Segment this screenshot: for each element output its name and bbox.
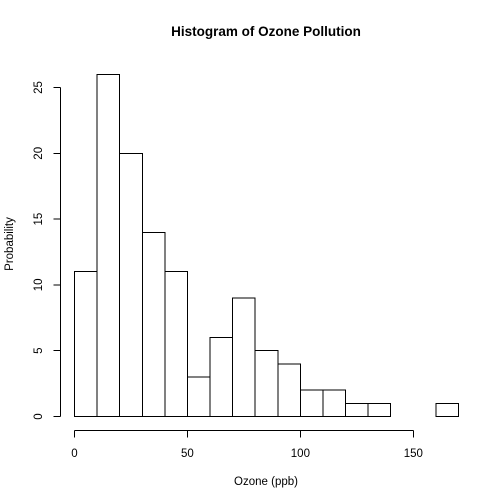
histogram-bar-60-70	[209, 337, 234, 418]
histogram-bar-10-20	[96, 73, 121, 417]
x-tick-label-150: 150	[404, 448, 423, 460]
histogram-bar-130-140	[367, 402, 392, 417]
histogram-bar-20-30	[119, 152, 143, 418]
histogram-bar-90-100	[277, 363, 301, 417]
chart-title: Histogram of Ozone Pollution	[171, 24, 361, 39]
histogram-bar-50-60	[186, 376, 211, 417]
histogram-bar-40-50	[164, 271, 188, 417]
histogram-bar-100-110	[299, 389, 324, 417]
x-axis: 0 50 100 150	[71, 430, 423, 460]
histogram-bar-70-80	[232, 297, 256, 417]
x-tick-label-50: 50	[181, 448, 194, 460]
histogram-bar-160-170	[435, 402, 460, 417]
histogram-bar-80-90	[254, 350, 279, 418]
y-tick-label-20: 20	[33, 147, 45, 160]
y-axis: 0 5 10 15 20 25	[33, 81, 61, 420]
histogram-bar-0-10	[74, 271, 98, 417]
y-tick-label-25: 25	[33, 81, 45, 94]
x-tick-label-100: 100	[291, 448, 310, 460]
bars-group	[74, 73, 460, 418]
y-axis-label: Probability	[4, 217, 16, 271]
y-tick-label-0: 0	[33, 413, 45, 419]
histogram-bar-30-40	[141, 231, 166, 417]
histogram-bar-120-130	[345, 402, 369, 417]
y-tick-label-10: 10	[33, 279, 45, 292]
x-axis-label: Ozone (ppb)	[234, 476, 298, 488]
y-tick-label-15: 15	[33, 213, 45, 226]
x-tick-label-0: 0	[71, 448, 77, 460]
histogram-bar-110-120	[322, 389, 347, 417]
y-tick-label-5: 5	[33, 347, 45, 353]
